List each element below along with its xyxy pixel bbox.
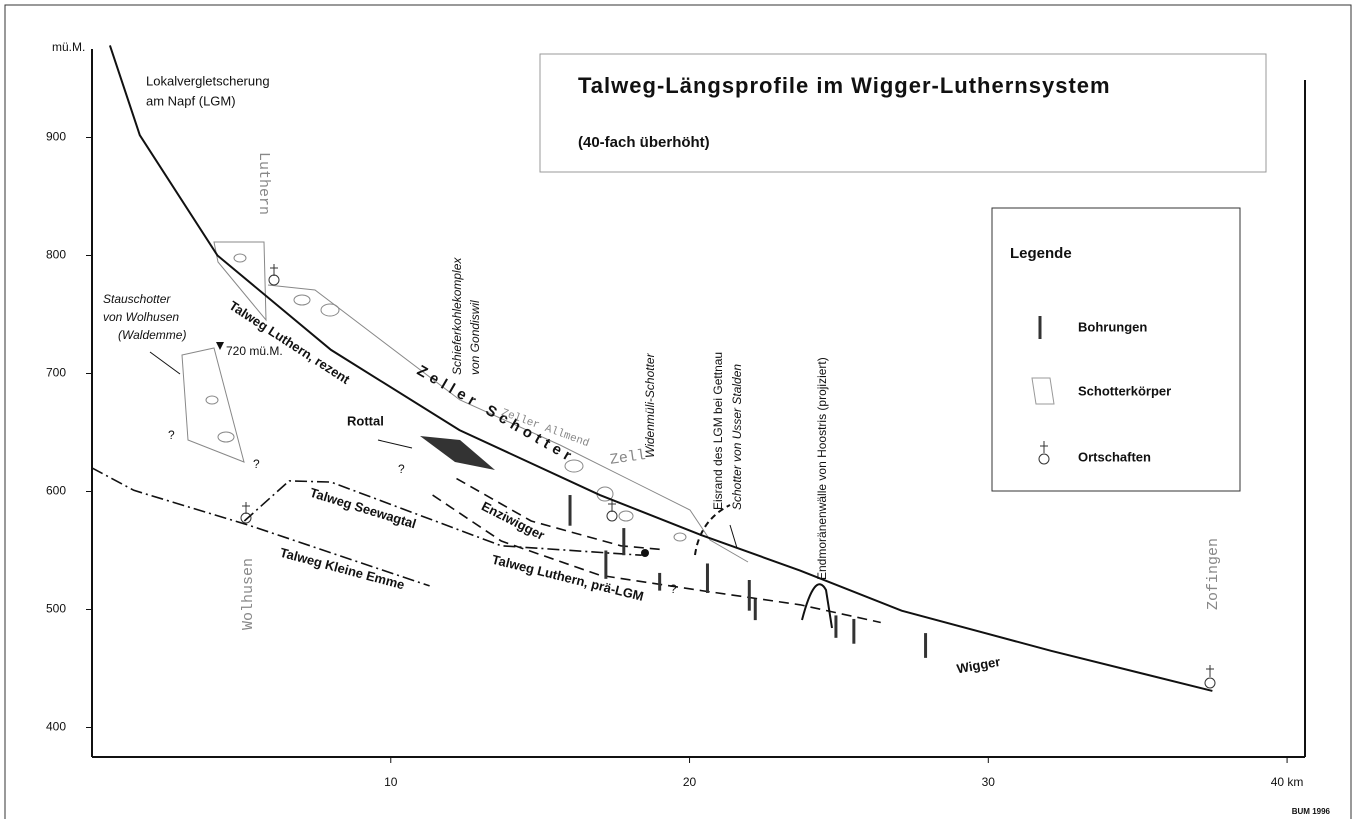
annotation: Stauschotter	[103, 292, 171, 306]
legend-title: Legende	[1010, 245, 1072, 262]
legend-item: Bohrungen	[1078, 319, 1147, 334]
annotation: am Napf (LGM)	[146, 93, 236, 108]
annotation: Zofingen	[1205, 538, 1222, 610]
annotation: Wolhusen	[240, 558, 257, 630]
credit: BUM 1996	[1292, 807, 1331, 816]
annotation: von Gondiswil	[468, 300, 482, 375]
chart: Talweg-Längsprofile im Wigger-Luthernsys…	[0, 0, 1357, 819]
arrow	[150, 352, 180, 374]
annotation: (Waldemme)	[118, 328, 186, 342]
marker	[641, 549, 649, 557]
annotation: Schotter von Usser Stalden	[730, 364, 744, 510]
annotation: Zeller Schotter	[414, 362, 578, 467]
x-tick-label: 40 km	[1271, 775, 1304, 789]
annotation: ?	[253, 457, 260, 471]
arrow	[730, 525, 737, 548]
y-tick-label: 800	[46, 248, 66, 262]
annotation: von Wolhusen	[103, 310, 179, 324]
legend-item: Ortschaften	[1078, 449, 1151, 464]
annotation: Widenmüli-Schotter	[643, 352, 657, 458]
annotation: Rottal	[347, 413, 384, 428]
annotation: Lokalvergletscherung	[146, 73, 270, 88]
y-tick-label: 500	[46, 602, 66, 616]
chart-title: Talweg-Längsprofile im Wigger-Luthernsys…	[578, 73, 1111, 98]
y-axis-label: mü.M.	[52, 40, 85, 54]
x-tick-label: 30	[982, 775, 996, 789]
series-label: Enziwigger	[479, 498, 547, 543]
series-label: Talweg Luthern, rezent	[226, 298, 353, 388]
arrow	[378, 440, 412, 448]
x-tick-label: 10	[384, 775, 398, 789]
y-tick-label: 700	[46, 366, 66, 380]
chart-subtitle: (40-fach überhöht)	[578, 134, 710, 151]
annotation: Zell	[609, 447, 647, 469]
annotation: Endmoränenwälle von Hoostris (projiziert…	[815, 357, 829, 580]
annotation: ?	[398, 462, 405, 476]
annotation: Luthern	[255, 152, 272, 215]
marker	[216, 342, 224, 350]
annotation: 720 mü.M.	[226, 344, 283, 358]
annotation: Wigger	[956, 654, 1002, 676]
y-tick-label: 600	[46, 484, 66, 498]
annotation: ?	[168, 428, 175, 442]
profile-line	[92, 468, 430, 586]
annotation: Schieferkohlekomplex	[450, 257, 464, 375]
y-tick-label: 900	[46, 130, 66, 144]
annotation: Eisrand des LGM bei Gettnau	[711, 352, 725, 510]
title-box	[540, 54, 1266, 172]
y-tick-label: 400	[46, 720, 66, 734]
moraine	[802, 584, 832, 628]
legend-item: Schotterkörper	[1078, 383, 1171, 398]
series-label: Talweg Kleine Emme	[278, 545, 406, 593]
annotation: ?	[670, 582, 677, 596]
ice-margin	[695, 505, 730, 555]
x-tick-label: 20	[683, 775, 697, 789]
